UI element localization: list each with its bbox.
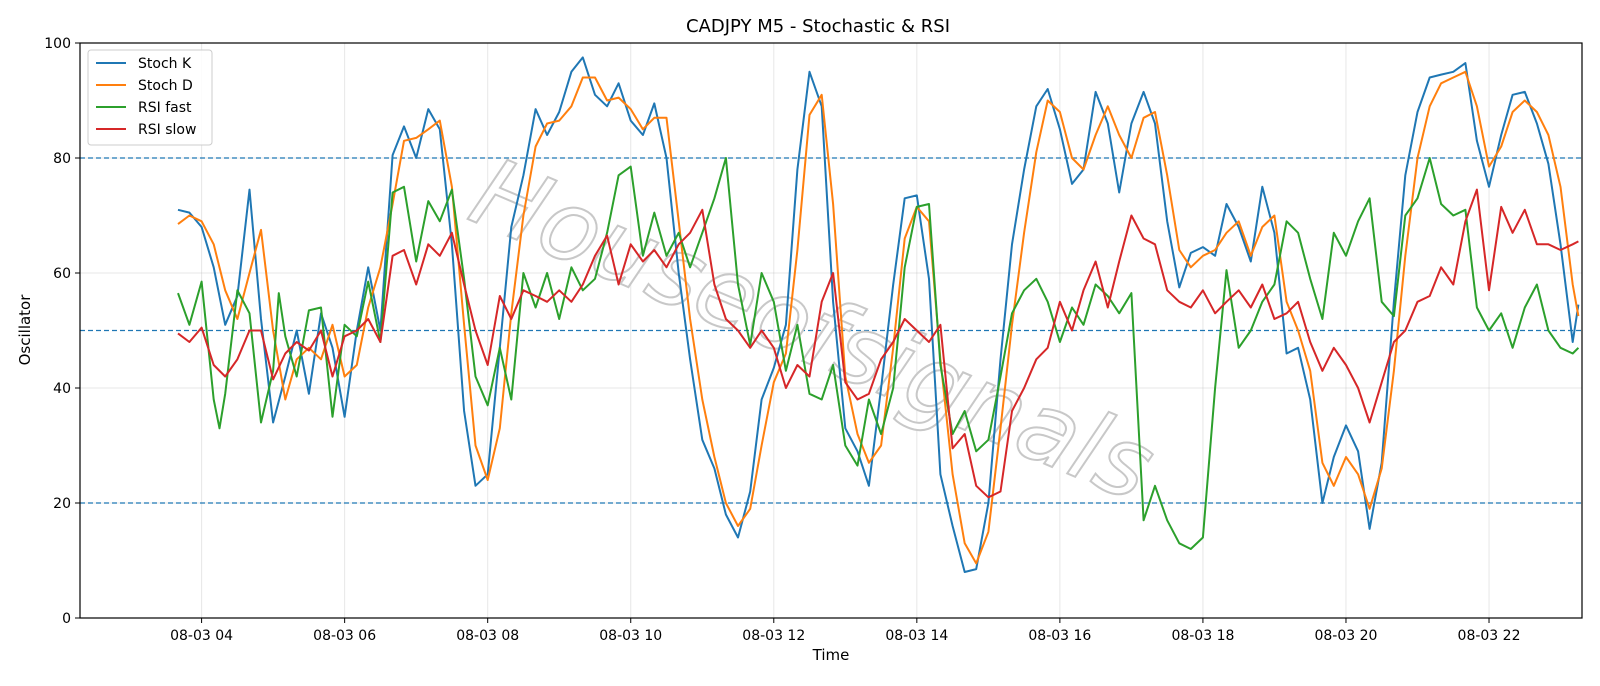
legend-label-stoch-k: Stoch K	[138, 56, 192, 72]
y-axis-label: Oscillator	[16, 294, 34, 366]
y-tick-label: 0	[62, 611, 71, 627]
x-tick-label: 08-03 18	[1171, 628, 1234, 644]
series-line-stoch-d	[177, 70, 1580, 565]
x-tick-label: 08-03 14	[885, 628, 948, 644]
plot-area	[79, 42, 1583, 619]
x-tick-label: 08-03 10	[599, 628, 662, 644]
y-axis-ticks: 0 20 40 60 80 100	[44, 36, 80, 627]
series-line-rsi-slow	[177, 188, 1579, 499]
y-tick-label: 20	[53, 496, 71, 512]
x-axis-ticks: 08-03 04 08-03 06 08-03 08 08-03 10 08-03 12…	[170, 618, 1520, 644]
x-tick-label: 08-03 04	[170, 628, 233, 644]
series-lines	[177, 56, 1580, 573]
y-tick-label: 100	[44, 36, 71, 52]
series-line-stoch-k	[177, 56, 1580, 573]
x-tick-label: 08-03 22	[1458, 628, 1521, 644]
x-tick-label: 08-03 06	[313, 628, 376, 644]
y-tick-label: 60	[53, 266, 71, 282]
legend-box	[87, 49, 213, 146]
x-axis-label: Time	[812, 646, 850, 664]
legend-label-rsi-fast: RSI fast	[138, 100, 192, 116]
x-tick-label: 08-03 20	[1314, 628, 1377, 644]
chart-title: CADJPY M5 - Stochastic & RSI	[686, 16, 950, 37]
y-tick-label: 40	[53, 381, 71, 397]
legend-label-stoch-d: Stoch D	[138, 78, 193, 94]
x-tick-label: 08-03 08	[456, 628, 519, 644]
x-tick-label: 08-03 16	[1028, 628, 1091, 644]
legend: Stoch K Stoch D RSI fast RSI slow	[87, 49, 213, 146]
series-line-rsi-fast	[177, 157, 1580, 550]
x-tick-label: 08-03 12	[742, 628, 805, 644]
y-tick-label: 80	[53, 151, 71, 167]
legend-label-rsi-slow: RSI slow	[138, 122, 196, 138]
